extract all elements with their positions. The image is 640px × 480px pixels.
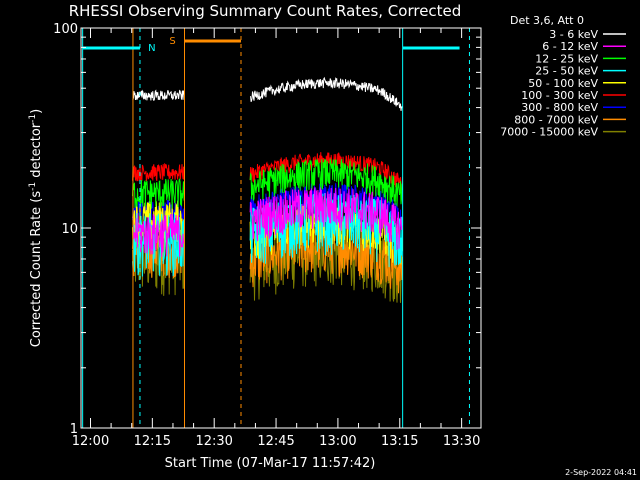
series-1 <box>132 187 403 257</box>
y-tick-label-0: 1 <box>70 422 78 437</box>
legend-label-6: 300 - 800 keV <box>521 101 598 114</box>
y-tick-label-2: 100 <box>53 22 78 37</box>
legend-label-1: 6 - 12 keV <box>542 40 598 53</box>
y-axis-label-close: ) <box>29 109 44 114</box>
plot-area: NS <box>82 28 470 428</box>
y-axis-label: Corrected Count Rate (s-1 detector-1) <box>28 109 44 347</box>
legend-label-0: 3 - 6 keV <box>549 28 598 41</box>
series-5 <box>132 152 403 191</box>
series-5-segment-1 <box>249 152 403 191</box>
x-tick-label-3: 12:45 <box>257 434 294 449</box>
axes: 1 10 100 12:00 12:15 12:30 12:45 13:00 13:15 13:3… <box>53 22 482 449</box>
series-0 <box>132 76 403 111</box>
y-tick-label-1: 10 <box>61 222 78 237</box>
series-2-segment-0 <box>132 178 185 209</box>
y-axis-label-tail: detector <box>29 122 44 182</box>
y-axis-label-main: Corrected Count Rate (s <box>29 191 44 348</box>
series-2 <box>132 158 403 209</box>
legend-header: Det 3,6, Att 0 <box>510 14 584 27</box>
legend-label-8: 7000 - 15000 keV <box>500 126 598 139</box>
series-5-segment-0 <box>132 162 185 182</box>
series-2-segment-1 <box>249 158 403 207</box>
x-tick-label-1: 12:15 <box>134 434 171 449</box>
legend-label-5: 100 - 300 keV <box>521 89 598 102</box>
x-axis-label: Start Time (07-Mar-17 11:57:42) <box>165 456 376 471</box>
flag-label-N: N <box>148 43 155 54</box>
x-tick-label-4: 13:00 <box>319 434 356 449</box>
x-tick-label-6: 13:30 <box>443 434 480 449</box>
legend-label-3: 25 - 50 keV <box>535 65 598 78</box>
legend-label-7: 800 - 7000 keV <box>514 113 598 126</box>
flag-label-S: S <box>169 36 175 47</box>
y-axis-label-exponent-2: -1 <box>28 114 38 123</box>
series-0-segment-1 <box>249 76 403 111</box>
x-tick-label-5: 13:15 <box>381 434 418 449</box>
x-tick-label-2: 12:30 <box>195 434 232 449</box>
series-0-segment-0 <box>132 89 185 102</box>
chart-title: RHESSI Observing Summary Count Rates, Co… <box>69 2 462 20</box>
series-1-segment-0 <box>132 213 185 257</box>
series-1-segment-1 <box>249 187 403 251</box>
legend-label-2: 12 - 25 keV <box>535 52 598 65</box>
legend-label-4: 50 - 100 keV <box>528 77 598 90</box>
y-axis-label-exponent: -1 <box>28 182 38 191</box>
x-tick-label-0: 12:00 <box>72 434 109 449</box>
generation-timestamp: 2-Sep-2022 04:41 <box>565 468 637 477</box>
